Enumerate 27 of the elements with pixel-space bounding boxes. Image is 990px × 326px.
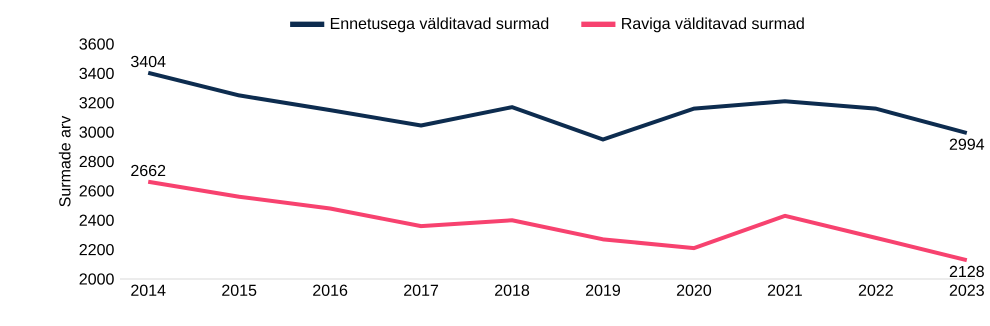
y-tick-label: 2000 — [80, 273, 114, 285]
x-tick-label: 2019 — [586, 284, 620, 296]
x-tick-label: 2017 — [404, 284, 438, 296]
data-label: 3404 — [131, 56, 166, 68]
data-label: 2662 — [131, 164, 166, 176]
x-tick-label: 2014 — [131, 284, 166, 296]
legend-label: Raviga välditavad surmad — [622, 17, 804, 32]
x-tick-label: 2016 — [313, 284, 348, 296]
y-tick-label: 3000 — [79, 126, 114, 138]
x-tick-label: 2021 — [768, 284, 802, 296]
y-tick-label: 3600 — [79, 38, 114, 50]
x-tick-label: 2020 — [676, 284, 712, 296]
y-tick-label: 2600 — [80, 185, 114, 197]
y-tick-label: 2800 — [80, 156, 114, 168]
data-label: 2128 — [950, 266, 984, 278]
y-tick-label: 2200 — [80, 244, 114, 256]
x-tick-label: 2023 — [950, 284, 984, 296]
x-tick-label: 2015 — [222, 284, 256, 296]
y-tick-label: 3200 — [79, 97, 114, 108]
data-label: 2994 — [950, 138, 984, 150]
legend-label: Ennetusega välditavad surmad — [330, 17, 548, 32]
line-series — [146, 180, 969, 262]
y-tick-label: 3400 — [79, 68, 114, 80]
y-tick-label: 2400 — [80, 214, 114, 226]
x-tick-label: 2022 — [858, 284, 893, 296]
y-axis-title: Surmade arv — [58, 116, 71, 207]
x-tick-label: 2018 — [495, 284, 530, 296]
